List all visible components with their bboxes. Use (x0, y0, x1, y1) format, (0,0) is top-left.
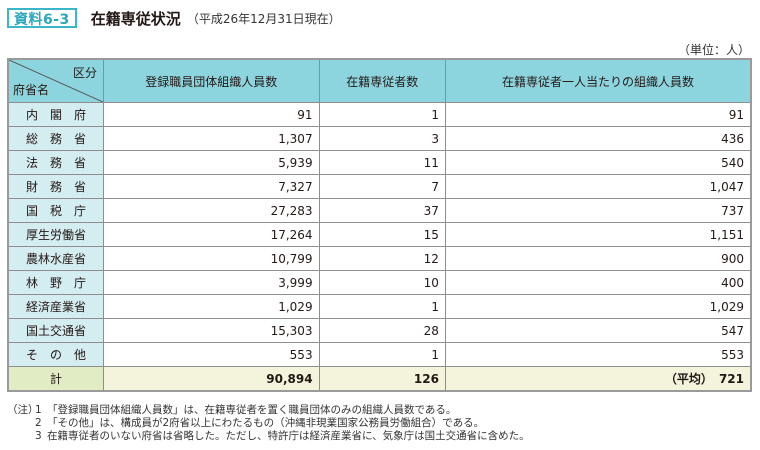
members-cell: 1,307 (103, 126, 320, 151)
table-row: 法 務 省 5,939 11 540 (7, 150, 752, 175)
fulltime-cell: 1 (318, 342, 446, 367)
table-row: 林 野 庁 3,999 10 400 (7, 270, 752, 295)
fulltime-cell: 1 (318, 294, 446, 319)
members-cell: 17,264 (103, 222, 320, 247)
per-person-cell: 436 (444, 126, 752, 151)
footnote-prefix: （注） (7, 404, 39, 416)
per-person-cell: 1,151 (444, 222, 752, 247)
column-header-per-person: 在籍専従者一人当たりの組織人員数 (444, 58, 752, 103)
table-row: そ の 他 553 1 553 (7, 342, 752, 367)
per-person-cell: 91 (444, 102, 752, 127)
table-header-row: 区分 府省名 登録職員団体組織人員数 在籍専従者数 在籍専従者一人当たりの組織人… (7, 58, 752, 103)
footnote-text: 在籍専従者のいない府省は省略した。ただし、特許庁は経済産業省に、気象庁は国土交通… (47, 430, 530, 442)
page-title: 在籍専従状況 (90, 9, 181, 28)
fulltime-cell: 28 (318, 318, 446, 343)
total-members-cell: 90,894 (103, 366, 320, 392)
table-row: 国土交通省 15,303 28 547 (7, 318, 752, 343)
title-row: 資料6-3 在籍専従状況 （平成26年12月31日現在） (7, 7, 341, 29)
members-cell: 91 (103, 102, 320, 127)
ministry-name: 国土交通省 (7, 318, 104, 343)
fulltime-cell: 10 (318, 270, 446, 295)
average-per-person-cell: （平均） 721 (444, 366, 752, 392)
average-label: （平均） (664, 372, 713, 386)
per-person-cell: 1,029 (444, 294, 752, 319)
ministry-name: 林 野 庁 (7, 270, 104, 295)
corner-ministry-label: 府省名 (13, 83, 50, 97)
footnote-text: 「登録職員団体組織人員数」は、在籍専従者を置く職員団体のみの組織人員数である。 (47, 404, 457, 416)
footnote-text: 「その他」は、構成員が2府省以上にわたるもの（沖縄非現業国家公務員労働組合）であ… (47, 417, 485, 429)
footnotes: （注） 1 「登録職員団体組織人員数」は、在籍専従者を置く職員団体のみの組織人員数で… (7, 404, 530, 443)
members-cell: 10,799 (103, 246, 320, 271)
fulltime-cell: 1 (318, 102, 446, 127)
members-cell: 27,283 (103, 198, 320, 223)
footnote-number: 3 (35, 430, 42, 442)
footnote: 2 「その他」は、構成員が2府省以上にわたるもの（沖縄非現業国家公務員労働組合）で… (7, 417, 530, 430)
members-cell: 3,999 (103, 270, 320, 295)
average-value: 721 (718, 372, 744, 386)
ministry-name: 内 閣 府 (7, 102, 104, 127)
corner-category-label: 区分 (72, 66, 97, 80)
per-person-cell: 737 (444, 198, 752, 223)
members-cell: 1,029 (103, 294, 320, 319)
document-badge: 資料6-3 (7, 8, 77, 28)
unit-label: （単位：人） (677, 43, 750, 57)
total-label: 計 (7, 366, 104, 392)
fulltime-cell: 15 (318, 222, 446, 247)
table-row: 厚生労働省 17,264 15 1,151 (7, 222, 752, 247)
per-person-cell: 547 (444, 318, 752, 343)
ministry-name: 厚生労働省 (7, 222, 104, 247)
fulltime-cell: 11 (318, 150, 446, 175)
members-cell: 5,939 (103, 150, 320, 175)
table-row: 総 務 省 1,307 3 436 (7, 126, 752, 151)
members-cell: 553 (103, 342, 320, 367)
fulltime-cell: 37 (318, 198, 446, 223)
ministry-name: 農林水産省 (7, 246, 104, 271)
table-row: 内 閣 府 91 1 91 (7, 102, 752, 127)
column-header-members: 登録職員団体組織人員数 (103, 58, 320, 103)
table-row: 経済産業省 1,029 1 1,029 (7, 294, 752, 319)
ministry-name: 総 務 省 (7, 126, 104, 151)
fulltime-cell: 12 (318, 246, 446, 271)
per-person-cell: 553 (444, 342, 752, 367)
page-subtitle: （平成26年12月31日現在） (186, 11, 341, 26)
per-person-cell: 400 (444, 270, 752, 295)
table-row: 国 税 庁 27,283 37 737 (7, 198, 752, 223)
members-cell: 7,327 (103, 174, 320, 199)
total-fulltime-cell: 126 (318, 366, 446, 392)
fulltime-cell: 7 (318, 174, 446, 199)
members-cell: 15,303 (103, 318, 320, 343)
footnote: 3 在籍専従者のいない府省は省略した。ただし、特許庁は経済産業省に、気象庁は国土交… (7, 430, 530, 443)
footnote-number: 2 (35, 417, 42, 429)
footnote: （注） 1 「登録職員団体組織人員数」は、在籍専従者を置く職員団体のみの組織人員数で… (7, 404, 530, 417)
table-row: 財 務 省 7,327 7 1,047 (7, 174, 752, 199)
per-person-cell: 900 (444, 246, 752, 271)
ministry-name: 法 務 省 (7, 150, 104, 175)
table-row: 農林水産省 10,799 12 900 (7, 246, 752, 271)
per-person-cell: 1,047 (444, 174, 752, 199)
per-person-cell: 540 (444, 150, 752, 175)
column-header-fulltime: 在籍専従者数 (318, 58, 446, 103)
ministry-name: 経済産業省 (7, 294, 104, 319)
total-row: 計 90,894 126 （平均） 721 (7, 366, 752, 392)
diagonal-line-icon (9, 60, 103, 102)
ministry-name: 財 務 省 (7, 174, 104, 199)
fulltime-cell: 3 (318, 126, 446, 151)
ministry-name: そ の 他 (7, 342, 104, 367)
ministry-name: 国 税 庁 (7, 198, 104, 223)
corner-header: 区分 府省名 (7, 58, 104, 103)
footnote-number: 1 (35, 404, 42, 416)
data-table: 区分 府省名 登録職員団体組織人員数 在籍専従者数 在籍専従者一人当たりの組織人… (7, 58, 752, 392)
